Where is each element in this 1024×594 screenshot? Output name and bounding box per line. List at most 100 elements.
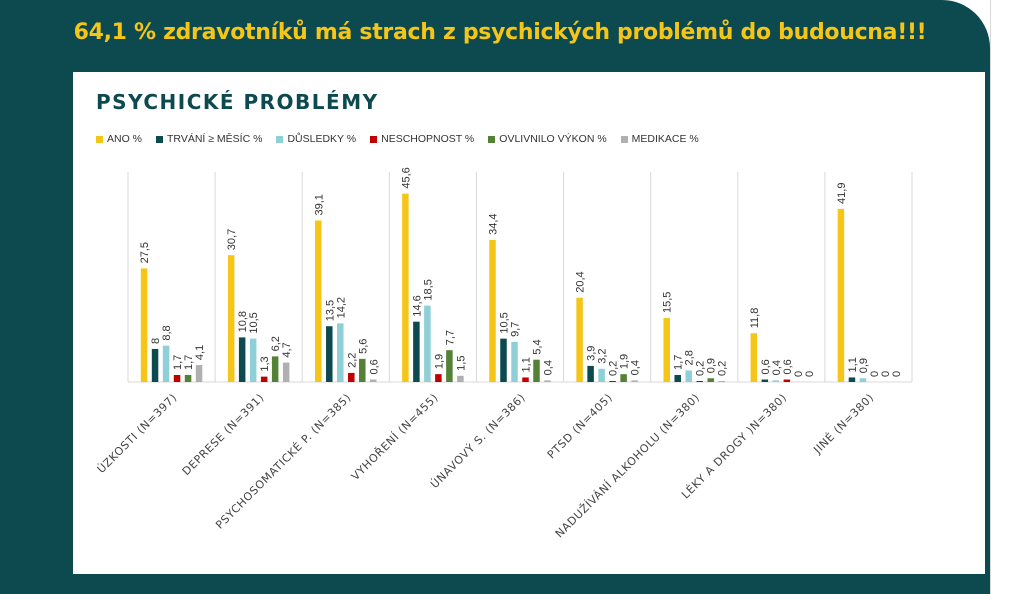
data-label: 34,4	[488, 213, 500, 234]
legend-label: MEDIKACE %	[631, 133, 699, 145]
data-label: 0,4	[543, 360, 555, 375]
bar	[663, 317, 670, 382]
bar	[402, 193, 409, 382]
chart-card	[73, 72, 985, 574]
data-label: 5,6	[357, 339, 369, 354]
bar	[837, 208, 845, 382]
chart-title: PSYCHICKÉ PROBLÉMY	[96, 90, 379, 114]
bar	[631, 380, 638, 382]
data-label: 1,3	[259, 356, 271, 371]
bar	[587, 365, 594, 382]
bar	[783, 379, 791, 382]
data-label: 10,8	[237, 311, 249, 332]
data-label: 0,4	[630, 360, 642, 375]
category-label: LÉKY A DROGY )N=380)	[679, 391, 789, 501]
bar	[707, 378, 714, 382]
legend-item: ANO %	[96, 133, 142, 145]
data-label: 5,4	[532, 339, 544, 354]
category-label: PTSD (N=405)	[545, 391, 615, 461]
data-label: 30,7	[226, 229, 238, 250]
category-label: JINÉ (N=380)	[811, 391, 877, 457]
bar	[227, 255, 235, 382]
bar	[315, 220, 322, 382]
bar	[718, 381, 725, 382]
data-label: 0,2	[608, 361, 620, 376]
bar	[446, 350, 453, 382]
legend-swatch	[96, 135, 103, 143]
data-label: 14,2	[335, 297, 347, 318]
data-label: 1,9	[619, 354, 631, 369]
bar	[457, 375, 464, 382]
data-label: 2,2	[346, 353, 358, 368]
bar	[609, 381, 616, 382]
bar	[413, 321, 420, 382]
data-label: 3,9	[586, 346, 598, 361]
data-label: 4,7	[281, 342, 293, 357]
legend-label: TRVÁNÍ ≥ MĚSÍC %	[167, 133, 263, 145]
bar	[859, 378, 867, 382]
bar	[598, 368, 605, 382]
data-label: 0	[793, 371, 805, 377]
bar	[620, 374, 627, 382]
data-label: 27,5	[139, 242, 151, 263]
bar	[271, 356, 279, 382]
data-label: 0	[869, 371, 881, 377]
data-label: 8,8	[161, 325, 173, 340]
legend-item: MEDIKACE %	[620, 133, 699, 145]
bar	[173, 374, 181, 382]
data-label: 41,9	[836, 183, 848, 204]
legend-label: NESCHOPNOST %	[381, 133, 475, 145]
bar	[674, 374, 681, 382]
category-label: PSYCHOSOMATICKÉ P. (N=385)	[213, 391, 354, 532]
data-label: 1,1	[521, 357, 533, 372]
data-label: 2,8	[684, 350, 696, 365]
legend-label: OVLIVNILO VÝKON %	[499, 133, 607, 145]
legend-swatch	[370, 135, 378, 143]
category-label: ÚZKOSTI (N=397)	[95, 391, 180, 476]
bar	[544, 380, 551, 382]
data-label: 1,5	[455, 356, 467, 371]
data-label: 10,5	[248, 312, 260, 333]
bar	[533, 359, 540, 382]
bar	[685, 370, 692, 382]
bar	[184, 374, 192, 382]
bar	[511, 341, 518, 382]
bar	[151, 348, 159, 382]
data-label: 1,7	[673, 355, 685, 370]
bar	[696, 381, 703, 382]
data-label: 0,6	[760, 359, 772, 374]
data-label: 1,1	[847, 357, 859, 372]
legend-swatch	[488, 135, 496, 143]
legend: ANO % TRVÁNÍ ≥ MĚSÍC % DŮSLEDKY % NESCHOPNO…	[96, 133, 699, 145]
data-label: 13,5	[324, 300, 336, 321]
bar	[337, 323, 344, 382]
data-label: 0,4	[771, 360, 783, 375]
bar	[500, 338, 507, 382]
bar	[435, 374, 442, 382]
bar	[326, 326, 333, 382]
bar	[348, 372, 355, 382]
legend-item: NESCHOPNOST %	[370, 133, 474, 145]
bar	[424, 305, 431, 382]
bar	[238, 337, 246, 382]
data-label: 0,2	[695, 361, 707, 376]
bar	[359, 358, 366, 382]
data-label: 0,6	[782, 359, 794, 374]
bar	[522, 377, 529, 382]
page-edge	[990, 0, 1024, 594]
data-label: 3,2	[597, 348, 609, 363]
legend-item: DŮSLEDKY %	[276, 133, 356, 145]
legend-swatch	[620, 135, 628, 143]
data-label: 6,2	[270, 336, 282, 351]
category-label: NADUŽÍVÁNÍ ALKOHOLU (N=380)	[553, 391, 702, 540]
data-label: 18,5	[422, 279, 434, 300]
bar	[489, 239, 496, 382]
bar	[260, 376, 268, 382]
headline: 64,1 % zdravotníků má strach z psychický…	[73, 20, 927, 45]
legend-label: DŮSLEDKY %	[287, 133, 357, 145]
category-label: DEPRESE (N=391)	[180, 391, 267, 478]
data-label: 1,9	[433, 354, 445, 369]
category-label: VYHOŘENÍ (N=455)	[349, 391, 441, 483]
bar	[162, 345, 170, 382]
